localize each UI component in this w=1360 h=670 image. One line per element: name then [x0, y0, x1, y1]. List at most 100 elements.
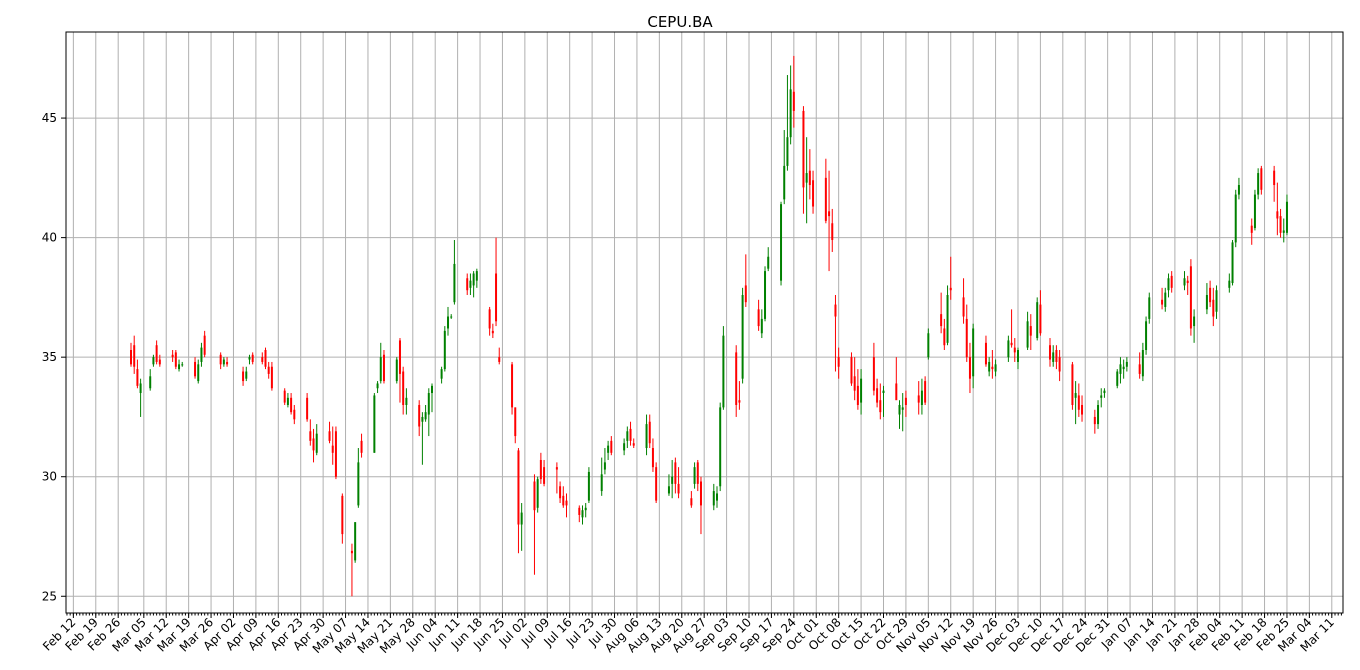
candle	[824, 158, 827, 224]
candle	[350, 543, 353, 597]
candle	[1170, 271, 1173, 293]
candle-body	[876, 388, 879, 403]
candle-body	[203, 335, 206, 355]
candle-body	[514, 407, 517, 437]
candle	[783, 130, 786, 205]
candle	[1103, 388, 1106, 398]
candle	[242, 366, 245, 386]
candle-body	[1237, 185, 1240, 195]
candle-body	[443, 330, 446, 370]
candle-body	[824, 177, 827, 221]
candle-body	[136, 369, 139, 386]
candle	[555, 462, 558, 494]
candle-body	[1119, 364, 1122, 374]
candle-body	[722, 335, 725, 408]
candle	[1029, 314, 1032, 350]
candle-body	[453, 263, 456, 303]
candle	[1215, 285, 1218, 319]
candle	[174, 349, 177, 370]
candle	[1039, 290, 1042, 336]
candle	[543, 459, 546, 487]
candle-body	[424, 412, 427, 420]
candle-body	[667, 486, 670, 494]
candle	[536, 476, 539, 513]
candle	[475, 268, 478, 288]
candle	[293, 404, 296, 425]
candle-body	[901, 407, 904, 410]
candle	[789, 65, 792, 145]
candle	[722, 326, 725, 410]
candle	[533, 474, 536, 575]
candle	[1250, 218, 1253, 245]
candle-body	[1125, 361, 1128, 367]
candle-body	[699, 481, 702, 506]
candle-body	[1010, 342, 1013, 346]
candle-body	[222, 359, 225, 365]
candle	[968, 342, 971, 394]
candle-body	[1026, 321, 1029, 348]
candle-body	[1234, 194, 1237, 243]
candle	[943, 318, 946, 350]
candle-body	[1276, 211, 1279, 219]
candle-body	[511, 364, 514, 408]
candle	[940, 292, 943, 334]
candle-body	[872, 357, 875, 391]
candle-body	[882, 390, 885, 394]
candle	[376, 381, 379, 394]
candle	[197, 359, 200, 384]
candle-body	[780, 204, 783, 281]
candle	[927, 328, 930, 360]
candle-body	[1013, 347, 1016, 353]
candle	[1257, 168, 1260, 200]
candle	[334, 426, 337, 480]
candle-body	[565, 500, 568, 506]
candle	[831, 208, 834, 252]
candle-body	[293, 409, 296, 420]
candle	[1145, 316, 1148, 355]
candle	[988, 357, 991, 377]
candle-body	[1093, 416, 1096, 425]
candle-body	[334, 431, 337, 477]
candle	[655, 462, 658, 504]
candle	[290, 393, 293, 415]
candle-body	[1007, 340, 1010, 358]
candle	[920, 378, 923, 415]
candle	[1036, 297, 1039, 341]
candle-body	[962, 297, 965, 317]
candle	[194, 357, 197, 379]
candle	[1016, 347, 1019, 370]
candle-body	[251, 354, 254, 362]
candle	[520, 503, 523, 551]
candle	[453, 240, 456, 305]
candle	[130, 342, 133, 367]
candle-body	[837, 357, 840, 367]
candle-body	[261, 357, 264, 362]
candle	[1052, 345, 1055, 367]
candle-body	[395, 359, 398, 382]
candle	[1010, 309, 1013, 348]
candle	[693, 462, 696, 489]
candle-body	[178, 364, 181, 370]
candle-body	[1071, 364, 1074, 405]
candle	[715, 486, 718, 508]
candle-body	[149, 376, 152, 389]
candle-body	[495, 273, 498, 322]
candle-body	[379, 357, 382, 382]
candle-body	[792, 91, 795, 111]
candle	[312, 428, 315, 463]
candle-body	[1193, 316, 1196, 327]
candle	[1279, 208, 1282, 238]
candle	[802, 106, 805, 214]
candle-body	[764, 271, 767, 319]
candle	[514, 407, 517, 444]
candle-body	[1282, 230, 1285, 233]
candle-body	[943, 328, 946, 346]
candle-body	[1055, 349, 1058, 362]
candle-body	[648, 421, 651, 444]
candle	[472, 271, 475, 298]
candle-body	[331, 445, 334, 453]
candle	[1122, 359, 1125, 379]
candle	[1097, 400, 1100, 429]
